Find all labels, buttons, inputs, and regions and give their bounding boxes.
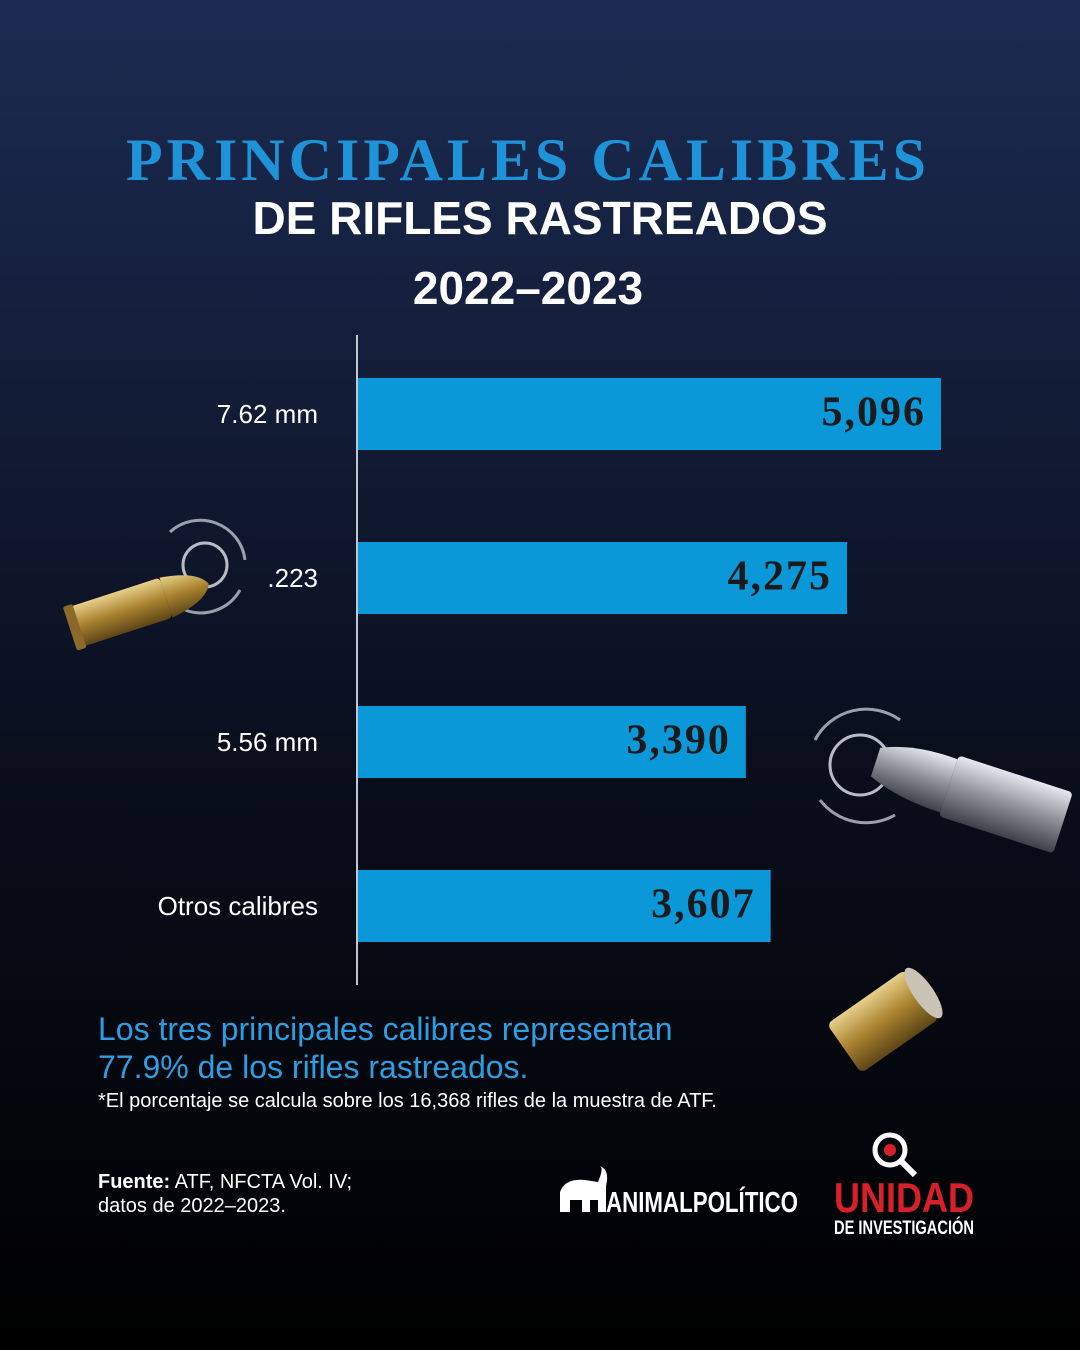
annotation-line: Los tres principales calibres representa… [98,1011,673,1047]
category-label: 5.56 mm [217,727,318,757]
source: Fuente: ATF, NFCTA Vol. IV; [98,1171,352,1193]
bar [358,870,771,942]
bullet-brass [63,518,247,651]
category-label: .223 [267,563,318,593]
source-text: ATF, NFCTA Vol. IV; [175,1171,352,1193]
footnote: *El porcentaje se calcula sobre los 16,3… [98,1090,717,1112]
chart-title: PRINCIPALES CALIBRES [126,127,930,193]
logo-animal: ANIMALPOLÍTICO [560,1166,798,1219]
value-label: 3,607 [651,882,756,928]
category-label: 7.62 mm [217,399,318,429]
bar [358,706,746,778]
logo-subtext: DE INVESTIGACIÓN [834,1217,974,1239]
logo-unidad: UNIDAD DE INVESTIGACIÓN [834,1132,974,1239]
logo-text: UNIDAD [834,1174,974,1221]
value-label: 4,275 [728,554,833,600]
bar [358,542,848,614]
source-text: datos de 2022–2023. [98,1195,286,1217]
category-label: Otros calibres [158,891,318,921]
logo-text: ANIMALPOLÍTICO [606,1185,798,1219]
value-label: 5,096 [821,390,926,436]
annotation-line: 77.9% de los rifles rastreados. [98,1049,528,1085]
bullet-steel [813,707,1072,853]
bullet-casing [829,967,943,1071]
bar [358,378,941,450]
source-label: Fuente: [98,1171,170,1193]
chart-period: 2022–2023 [413,262,643,314]
chart-subtitle: DE RIFLES RASTREADOS [252,192,827,244]
value-label: 3,390 [626,718,731,764]
